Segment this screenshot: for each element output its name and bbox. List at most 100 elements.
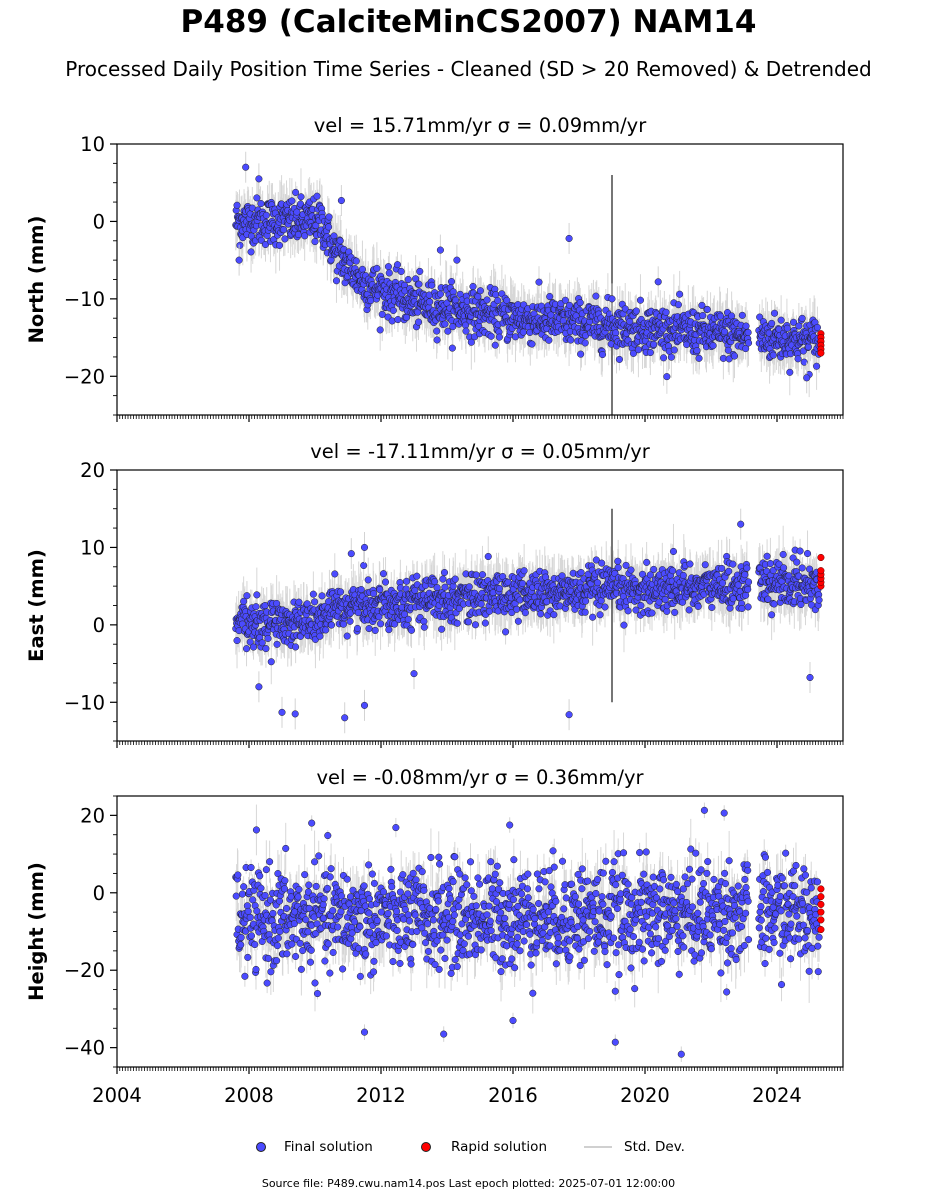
final-point xyxy=(262,645,270,653)
final-point xyxy=(337,196,345,205)
y-tick-label: −10 xyxy=(64,288,105,311)
final-solution-points xyxy=(232,188,823,381)
final-point xyxy=(567,336,575,344)
final-point xyxy=(742,345,750,353)
final-point xyxy=(365,625,373,633)
final-point xyxy=(768,319,776,327)
final-point xyxy=(565,301,574,309)
final-point xyxy=(483,296,491,304)
final-point xyxy=(535,278,543,286)
final-point xyxy=(467,338,475,346)
final-point xyxy=(770,309,779,317)
final-point xyxy=(546,292,554,301)
final-point xyxy=(394,316,402,324)
final-point xyxy=(721,328,729,336)
final-point xyxy=(703,305,711,313)
final-point xyxy=(357,586,365,594)
final-point xyxy=(431,578,439,586)
final-point xyxy=(404,276,412,284)
final-point xyxy=(695,354,703,362)
chart-subtitle: Processed Daily Position Time Series - C… xyxy=(65,57,872,81)
final-point xyxy=(795,322,803,330)
final-point xyxy=(243,592,251,600)
final-point xyxy=(449,323,457,331)
final-point xyxy=(264,634,272,642)
panel-north: vel = 15.71mm/yr σ = 0.09mm/yr 10 0 −10 −20 N… xyxy=(25,114,844,422)
final-point xyxy=(404,615,412,623)
final-point xyxy=(699,312,707,320)
final-point xyxy=(388,317,396,325)
final-point xyxy=(377,620,385,628)
final-point xyxy=(769,351,777,359)
final-point xyxy=(233,636,241,645)
final-point xyxy=(311,238,319,246)
final-point xyxy=(813,323,821,332)
final-point xyxy=(545,336,553,344)
final-point xyxy=(393,261,402,269)
final-point xyxy=(426,298,434,306)
final-point xyxy=(396,584,404,592)
final-point xyxy=(654,278,662,286)
final-point xyxy=(413,572,421,580)
final-point xyxy=(403,577,411,585)
final-point xyxy=(474,293,482,301)
final-point xyxy=(492,291,500,299)
y-tick-label: 0 xyxy=(93,210,105,233)
final-point xyxy=(309,590,317,598)
panel-east: vel = -17.11mm/yr σ = 0.05mm/yr20100−10E… xyxy=(25,440,844,748)
final-point xyxy=(253,194,261,202)
final-point xyxy=(636,296,645,304)
final-point xyxy=(436,246,444,254)
final-point xyxy=(370,590,378,598)
final-point xyxy=(257,200,265,208)
final-point xyxy=(803,374,811,382)
final-point xyxy=(674,301,682,309)
final-point xyxy=(742,322,750,330)
plot-area xyxy=(232,508,825,734)
final-point xyxy=(676,290,684,298)
final-point xyxy=(343,632,351,640)
final-point xyxy=(634,346,642,354)
final-point xyxy=(246,638,254,646)
final-point xyxy=(646,348,654,357)
std-dev-bars xyxy=(235,168,820,398)
final-point xyxy=(804,343,812,351)
final-point xyxy=(236,241,244,249)
final-point xyxy=(297,193,305,201)
final-point xyxy=(267,658,275,666)
y-tick-label: 10 xyxy=(80,133,105,156)
final-point xyxy=(373,264,381,272)
final-point xyxy=(415,280,423,288)
final-point xyxy=(433,327,441,335)
final-point xyxy=(420,623,428,631)
final-point xyxy=(275,241,284,249)
final-point xyxy=(519,328,527,336)
final-point xyxy=(313,192,321,200)
final-point xyxy=(469,282,477,291)
final-point xyxy=(756,313,764,321)
final-point xyxy=(339,620,348,628)
final-point xyxy=(420,617,428,625)
final-point xyxy=(280,226,288,234)
final-point xyxy=(565,234,573,243)
final-point xyxy=(744,328,752,336)
final-point xyxy=(716,312,725,320)
final-point xyxy=(378,310,386,318)
final-point xyxy=(494,297,502,305)
final-point xyxy=(292,188,300,196)
final-point xyxy=(698,301,706,309)
final-point xyxy=(438,625,446,633)
final-point xyxy=(247,248,255,256)
final-point xyxy=(670,346,678,354)
final-point xyxy=(650,340,658,348)
final-point xyxy=(293,208,301,216)
final-point xyxy=(252,603,260,611)
final-point xyxy=(448,344,456,352)
final-point xyxy=(301,232,309,240)
final-point xyxy=(592,292,600,300)
final-point xyxy=(660,354,668,362)
final-point xyxy=(397,267,405,276)
final-point xyxy=(336,237,344,245)
final-point xyxy=(476,287,484,295)
final-point xyxy=(794,355,802,363)
